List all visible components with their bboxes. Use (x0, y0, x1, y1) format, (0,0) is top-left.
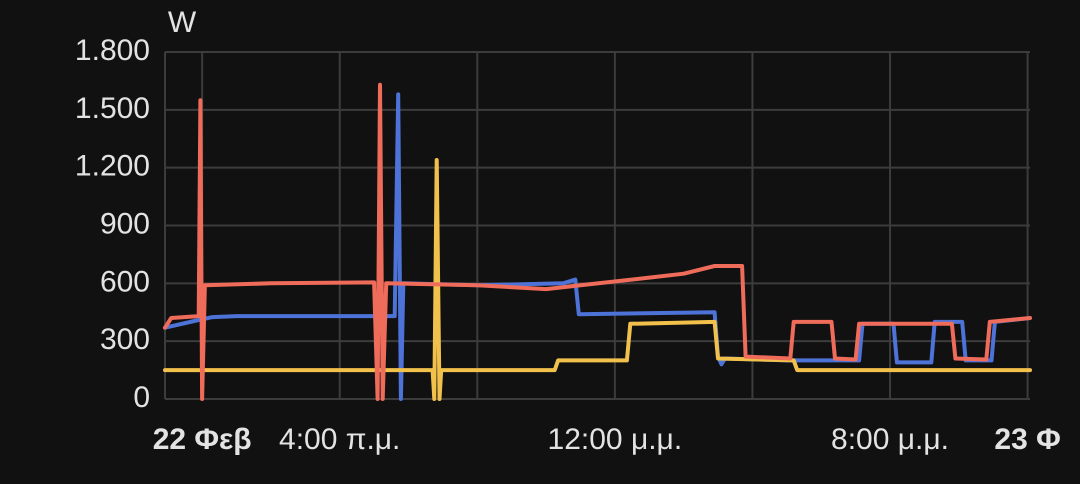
y-tick-label: 1.500 (75, 92, 150, 125)
y-tick-label: 1.200 (75, 150, 150, 183)
series-line (163, 158, 1032, 401)
y-axis-label: W (168, 6, 197, 39)
y-tick-label: 600 (100, 265, 150, 298)
y-tick-label: 0 (133, 381, 150, 414)
grid (165, 51, 1030, 400)
x-tick-label: 4:00 π.μ. (279, 423, 400, 456)
y-tick-label: 900 (100, 207, 150, 240)
x-tick-label: 8:00 μ.μ. (831, 423, 949, 456)
y-tick-label: 1.800 (75, 34, 150, 67)
plot (163, 82, 1032, 401)
x-tick-label: 23 Φ (994, 423, 1060, 456)
x-tick-label: 12:00 μ.μ. (548, 423, 683, 456)
x-tick-label: 22 Φεβ (153, 423, 252, 456)
series-line (163, 82, 1032, 401)
y-tick-label: 300 (100, 323, 150, 356)
